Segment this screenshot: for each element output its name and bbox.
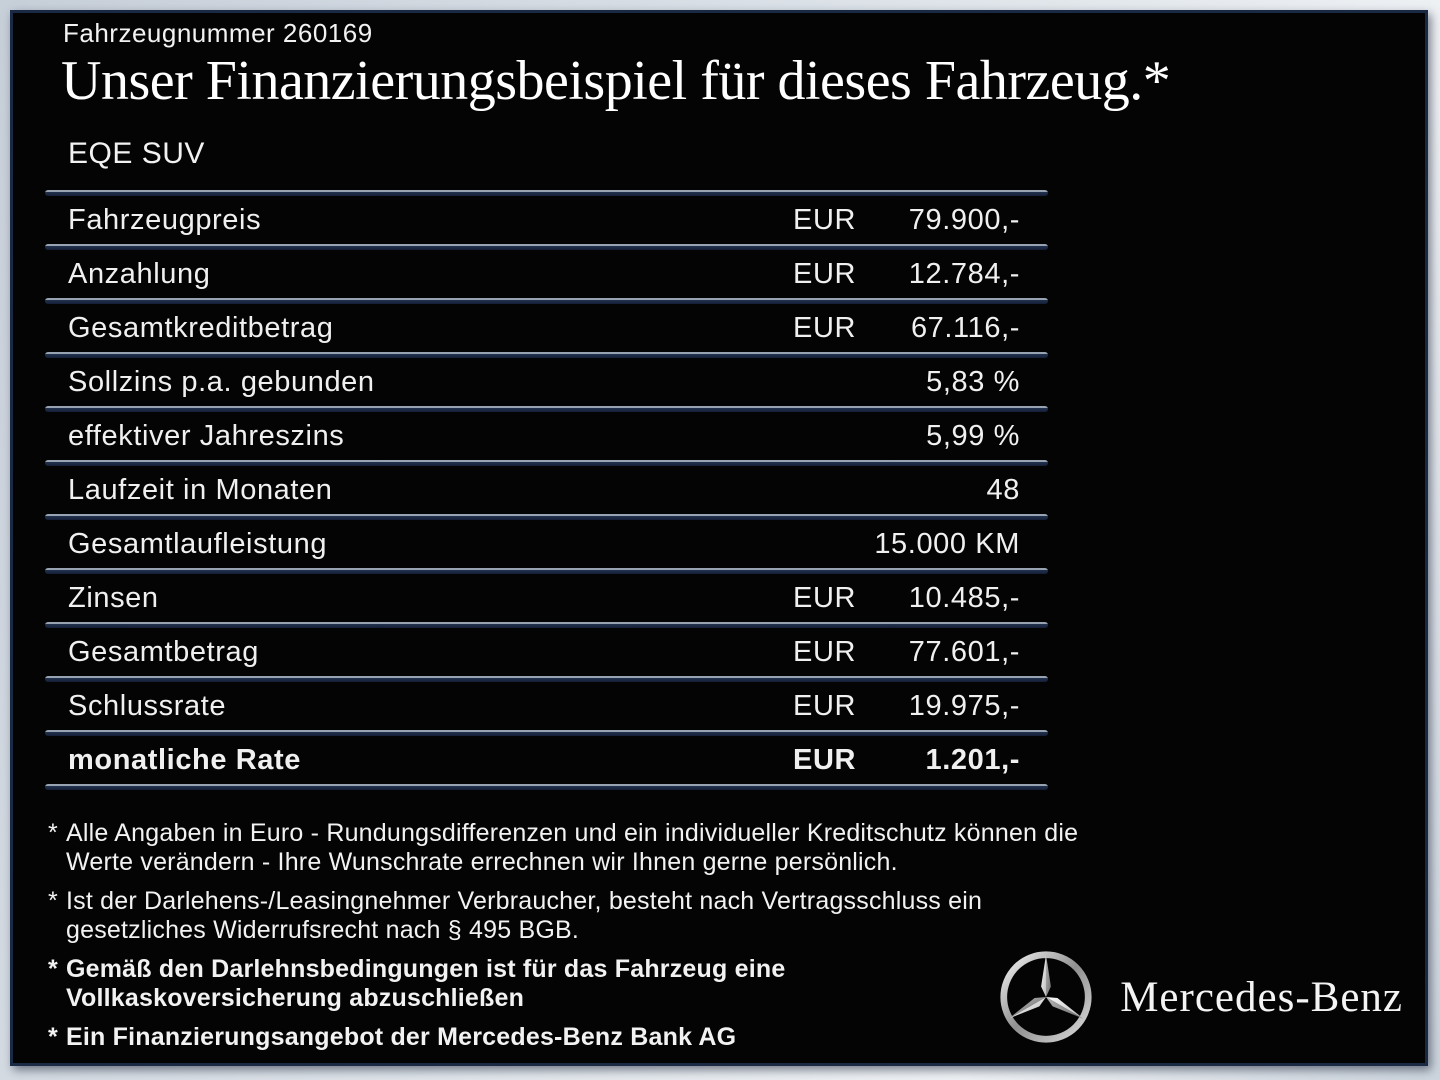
footnote-vollkasko: * Gemäß den Darlehnsbedingungen ist für … <box>48 955 1078 1013</box>
table-row-gesamtbetrag: Gesamtbetrag EUR 77.601,- <box>45 628 1048 676</box>
table-separator <box>45 568 1048 574</box>
row-currency: EUR <box>793 635 857 668</box>
vehicle-number: Fahrzeugnummer 260169 <box>63 18 373 48</box>
brand-block: Mercedes-Benz <box>998 949 1403 1045</box>
table-separator <box>45 622 1048 628</box>
row-label: Gesamtbetrag <box>68 635 259 668</box>
footnote-text: Gemäß den Darlehnsbedingungen ist für da… <box>66 955 785 1013</box>
footnote-widerrufsrecht: * Ist der Darlehens-/Leasingnehmer Verbr… <box>48 887 1078 945</box>
row-currency: EUR <box>793 203 857 236</box>
finance-sheet: Fahrzeugnummer 260169 Unser Finanzierung… <box>10 10 1428 1066</box>
row-value: 5,83 % <box>926 365 1020 398</box>
vehicle-model: EQE SUV <box>68 137 205 170</box>
footnote-mb-bank: * Ein Finanzierungsangebot der Mercedes-… <box>48 1023 1078 1052</box>
table-separator <box>45 676 1048 682</box>
table-row-effektiver-jahreszins: effektiver Jahreszins 5,99 % <box>45 412 1048 460</box>
table-separator <box>45 190 1048 196</box>
row-label: Schlussrate <box>68 689 227 722</box>
footnote-line: Ist der Darlehens-/Leasingnehmer Verbrau… <box>66 887 983 915</box>
table-separator <box>45 784 1048 790</box>
table-row-fahrzeugpreis: Fahrzeugpreis EUR 79.900,- <box>45 196 1048 244</box>
table-row-zinsen: Zinsen EUR 10.485,- <box>45 574 1048 622</box>
footnote-line: Gemäß den Darlehnsbedingungen ist für da… <box>66 955 786 983</box>
asterisk-marker: * <box>48 819 58 847</box>
row-label: Anzahlung <box>68 257 211 290</box>
table-separator <box>45 730 1048 736</box>
table-separator <box>45 514 1048 520</box>
footnote-line: Vollkaskoversicherung abzuschließen <box>66 984 525 1012</box>
footnote-line: gesetzliches Widerrufsrecht nach § 495 B… <box>66 916 580 944</box>
asterisk-marker: * <box>48 1023 58 1051</box>
footnote-text: Alle Angaben in Euro - Rundungsdifferenz… <box>66 819 1078 877</box>
row-label: Laufzeit in Monaten <box>68 473 333 506</box>
table-row-sollzins: Sollzins p.a. gebunden 5,83 % <box>45 358 1048 406</box>
table-row-anzahlung: Anzahlung EUR 12.784,- <box>45 250 1048 298</box>
table-row-monatliche-rate: monatliche Rate EUR 1.201,- <box>45 736 1048 784</box>
footnote-text: Ist der Darlehens-/Leasingnehmer Verbrau… <box>66 887 982 945</box>
asterisk-marker: * <box>48 887 58 915</box>
footnote-line: Alle Angaben in Euro - Rundungsdifferenz… <box>66 819 1079 847</box>
row-value: 12.784,- <box>908 257 1020 290</box>
table-row-gesamtlaufleistung: Gesamtlaufleistung 15.000 KM <box>45 520 1048 568</box>
row-value: 79.900,- <box>908 203 1020 236</box>
row-label: Gesamtlaufleistung <box>68 527 328 560</box>
row-label: monatliche Rate <box>68 743 301 776</box>
row-currency: EUR <box>793 689 857 722</box>
footnote-rounding-disclaimer: * Alle Angaben in Euro - Rundungsdiffere… <box>48 819 1078 877</box>
footnotes-block: * Alle Angaben in Euro - Rundungsdiffere… <box>48 819 1078 1062</box>
asterisk-marker: * <box>48 955 58 983</box>
mercedes-star-icon <box>1000 951 1092 1043</box>
row-currency: EUR <box>793 257 857 290</box>
row-value: 15.000 KM <box>874 527 1020 560</box>
row-value: 5,99 % <box>926 419 1020 452</box>
row-currency: EUR <box>793 581 857 614</box>
row-currency: EUR <box>793 743 857 776</box>
row-label: Fahrzeugpreis <box>68 203 262 236</box>
table-separator <box>45 298 1048 304</box>
row-value: 67.116,- <box>910 311 1020 344</box>
table-separator <box>45 244 1048 250</box>
finance-table: Fahrzeugpreis EUR 79.900,- Anzahlung EUR… <box>45 190 1048 790</box>
row-label: Sollzins p.a. gebunden <box>68 365 375 398</box>
row-value: 77.601,- <box>908 635 1020 668</box>
row-value: 10.485,- <box>908 581 1020 614</box>
table-row-gesamtkreditbetrag: Gesamtkreditbetrag EUR 67.116,- <box>45 304 1048 352</box>
footnote-line: Werte verändern - Ihre Wunschrate errech… <box>66 848 898 876</box>
row-label: effektiver Jahreszins <box>68 419 345 452</box>
mercedes-wordmark: Mercedes-Benz <box>1120 973 1403 1021</box>
row-value: 48 <box>986 473 1020 506</box>
footnote-text: Ein Finanzierungsangebot der Mercedes-Be… <box>66 1023 736 1052</box>
row-label: Zinsen <box>68 581 159 614</box>
row-label: Gesamtkreditbetrag <box>68 311 334 344</box>
page-title: Unser Finanzierungsbeispiel für dieses F… <box>61 50 1171 112</box>
table-separator <box>45 406 1048 412</box>
row-value: 19.975,- <box>908 689 1020 722</box>
table-separator <box>45 460 1048 466</box>
footnote-line: Ein Finanzierungsangebot der Mercedes-Be… <box>66 1023 737 1051</box>
table-row-schlussrate: Schlussrate EUR 19.975,- <box>45 682 1048 730</box>
row-currency: EUR <box>793 311 857 344</box>
table-separator <box>45 352 1048 358</box>
row-value: 1.201,- <box>925 743 1020 776</box>
table-row-laufzeit: Laufzeit in Monaten 48 <box>45 466 1048 514</box>
